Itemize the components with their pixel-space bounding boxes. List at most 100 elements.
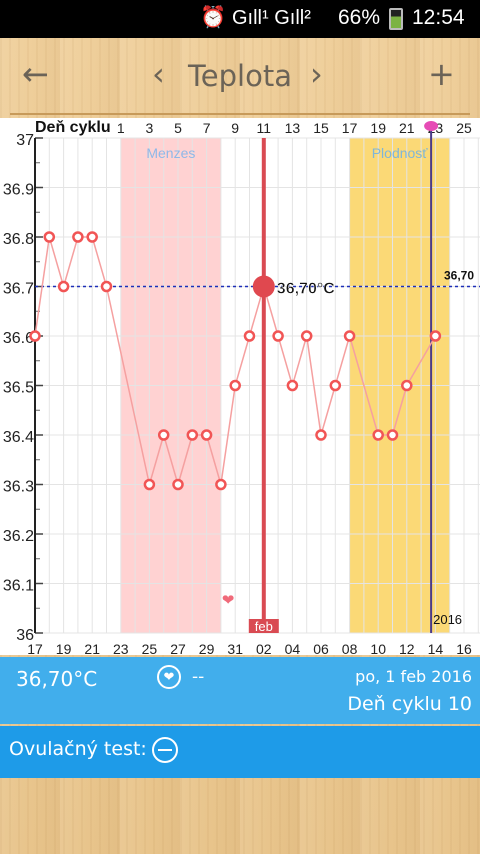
- bottom-tick-label: 10: [370, 641, 386, 655]
- series-segment: [34, 236, 51, 337]
- data-point: [200, 429, 213, 441]
- bottom-tick-label: 17: [27, 641, 43, 655]
- back-arrow-icon[interactable]: ←: [22, 55, 49, 93]
- series-segment: [406, 335, 437, 386]
- data-point: [43, 231, 56, 243]
- series-segment: [234, 335, 251, 386]
- data-point: [300, 330, 313, 342]
- chart-svg[interactable]: 3736.936.836.736.636.536.436.336.236.136…: [0, 118, 480, 655]
- bottom-tick-label: 25: [142, 641, 158, 655]
- data-point: [243, 330, 256, 342]
- selected-point: [252, 275, 275, 298]
- y-tick-label: 36.3: [3, 479, 34, 496]
- data-point: [57, 280, 70, 293]
- series-segment: [105, 286, 151, 485]
- series-segment: [391, 385, 408, 436]
- battery-percent: 66%: [338, 6, 381, 29]
- data-point: [215, 478, 227, 491]
- status-bar: ⏰ Gıll¹ Gıll² 66% 12:54: [0, 0, 480, 38]
- data-point: [72, 231, 84, 243]
- selected-temperature: 36,70°C: [16, 667, 98, 691]
- minus-circle-icon[interactable]: [152, 737, 178, 763]
- toolbar: ← ‹ Teplota › +: [0, 38, 480, 114]
- page-title: Teplota: [188, 59, 292, 93]
- series-segment: [62, 236, 79, 287]
- bottom-tick-label: 29: [199, 641, 215, 655]
- year-marker: 2016: [433, 612, 462, 627]
- data-point: [229, 379, 241, 392]
- data-point: [429, 330, 442, 342]
- heart-icon: ❤: [222, 591, 235, 609]
- temperature-chart[interactable]: 37 36.9 36.8 36.7 36.6 36.5 36.4 36.3 36.2 36.1 36…: [0, 118, 480, 655]
- band-label: Plodnosť: [372, 145, 429, 161]
- top-tick-label: 11: [257, 120, 272, 136]
- top-tick-label: 15: [313, 120, 329, 136]
- top-tick-label: 5: [174, 120, 182, 136]
- series-segment: [91, 236, 108, 287]
- next-chevron-icon[interactable]: ›: [310, 55, 323, 93]
- top-tick-label: 7: [203, 120, 211, 136]
- data-point: [186, 429, 199, 441]
- top-tick-label: 3: [146, 120, 154, 136]
- bottom-tick-label: 12: [399, 641, 415, 655]
- prev-chevron-icon[interactable]: ‹: [152, 55, 165, 93]
- bottom-tick-label: 31: [227, 641, 243, 655]
- series-segment: [162, 434, 179, 485]
- y-tick-label: 36: [16, 627, 34, 644]
- clock: 12:54: [412, 6, 465, 29]
- y-tick-label: 36.9: [3, 182, 34, 199]
- reference-label: 36,70: [444, 269, 474, 283]
- data-point: [286, 379, 299, 392]
- battery-icon: [389, 8, 403, 30]
- series-segment: [334, 335, 351, 386]
- y-tick-label: 36.4: [3, 429, 34, 446]
- top-tick-label: 9: [231, 120, 239, 136]
- top-tick-label: 19: [370, 120, 386, 136]
- bottom-tick-label: 23: [113, 641, 129, 655]
- bottom-tick-label: 27: [170, 641, 186, 655]
- data-point: [86, 231, 98, 243]
- y-tick-label: 36.6: [3, 330, 34, 347]
- top-tick-label: 13: [285, 120, 301, 136]
- series-segment: [277, 335, 294, 386]
- series-segment: [220, 385, 236, 485]
- bottom-tick-label: 14: [428, 641, 444, 655]
- data-point: [157, 429, 170, 441]
- series-segment: [205, 434, 222, 485]
- bottom-tick-label: 21: [84, 641, 100, 655]
- bottom-tick-label: 08: [342, 641, 358, 655]
- data-point: [329, 379, 342, 392]
- bottom-tick-label: 06: [313, 641, 329, 655]
- heart-outline-icon[interactable]: ❤: [157, 665, 181, 689]
- y-tick-label: 36.2: [3, 528, 34, 545]
- alarm-and-signal: ⏰ Gıll¹ Gıll²: [200, 6, 311, 29]
- series-segment: [291, 335, 308, 386]
- y-tick-label: 36.1: [3, 578, 34, 595]
- bottom-tick-label: 16: [456, 641, 472, 655]
- selected-date: po, 1 feb 2016: [355, 667, 472, 686]
- top-tick-label: 25: [456, 120, 472, 136]
- data-point: [29, 330, 41, 342]
- top-tick-label: 17: [342, 120, 358, 136]
- series-segment: [320, 385, 337, 436]
- cycle-day: Deň cyklu 10: [347, 693, 472, 715]
- signal-text: Gıll¹ Gıll²: [231, 7, 311, 29]
- add-icon[interactable]: +: [428, 55, 455, 93]
- y-tick-label: 37: [16, 132, 34, 149]
- data-point: [143, 478, 156, 491]
- toolbar-divider: [10, 113, 470, 115]
- info-bar[interactable]: 36,70°C ❤ -- po, 1 feb 2016 Deň cyklu 10: [0, 657, 480, 724]
- selected-value-label: 36,70°C: [277, 281, 335, 298]
- ovulation-test-label: Ovulačný test:: [9, 738, 147, 760]
- intercourse-value: --: [192, 667, 205, 687]
- bottom-tick-label: 19: [56, 641, 72, 655]
- ovulation-test-bar[interactable]: Ovulačný test:: [0, 726, 480, 778]
- top-tick-label: 21: [399, 120, 415, 136]
- data-point: [386, 429, 399, 441]
- bottom-tick-label: 02: [256, 641, 272, 655]
- data-point: [272, 330, 284, 342]
- data-point: [315, 429, 327, 441]
- data-point: [100, 280, 113, 293]
- data-point: [343, 330, 356, 342]
- top-tick-label: 1: [117, 120, 125, 136]
